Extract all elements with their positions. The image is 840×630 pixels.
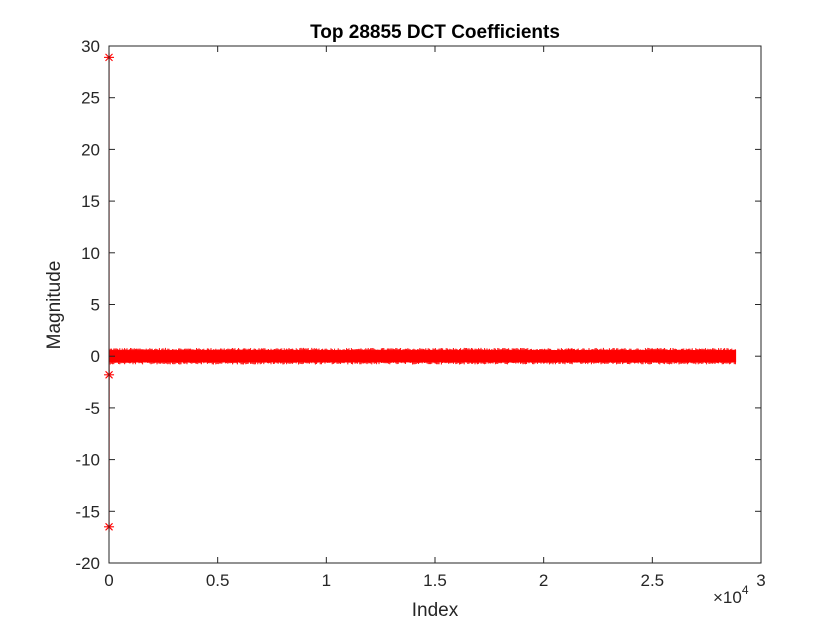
y-tick-label: -20 — [75, 554, 100, 573]
data-layer — [104, 52, 737, 532]
burst-2 — [564, 348, 583, 363]
x-tick-label: 3 — [756, 571, 765, 590]
x-axis-exponent-base: ×10 — [713, 588, 742, 607]
burst-0 — [260, 351, 275, 361]
plot-background — [109, 46, 761, 563]
y-tick-label: 0 — [91, 347, 100, 366]
y-tick-label: 10 — [81, 244, 100, 263]
x-axis-exponent: ×104 — [713, 583, 749, 607]
y-tick-label: 15 — [81, 192, 100, 211]
y-tick-label: 25 — [81, 89, 100, 108]
x-tick-label: 0.5 — [206, 571, 230, 590]
y-tick-label: -15 — [75, 502, 100, 521]
x-tick-label: 1.5 — [423, 571, 447, 590]
y-axis-label: Magnitude — [44, 261, 65, 350]
dense-band-edge — [109, 347, 736, 365]
plot-area — [109, 46, 761, 563]
x-axis-label: Index — [412, 600, 459, 621]
y-tick-label: 5 — [91, 296, 100, 315]
x-tick-label: 0 — [104, 571, 113, 590]
chart-title: Top 28855 DCT Coefficients — [310, 22, 560, 43]
y-tick-label: 20 — [81, 140, 100, 159]
y-tick-label: -10 — [75, 451, 100, 470]
burst-3 — [706, 352, 736, 361]
axes-layer: 0 0.5 1 1.5 2 2.5 3 -20 -15 -10 -5 0 5 10 15 20 25 30 — [75, 37, 765, 590]
x-axis-exponent-power: 4 — [742, 583, 749, 597]
y-tick-label: 30 — [81, 37, 100, 56]
y-tick-label: -5 — [85, 399, 100, 418]
x-tick-label: 2.5 — [641, 571, 665, 590]
burst-1 — [412, 351, 429, 361]
x-tick-label: 1 — [322, 571, 331, 590]
x-tick-label: 2 — [539, 571, 548, 590]
